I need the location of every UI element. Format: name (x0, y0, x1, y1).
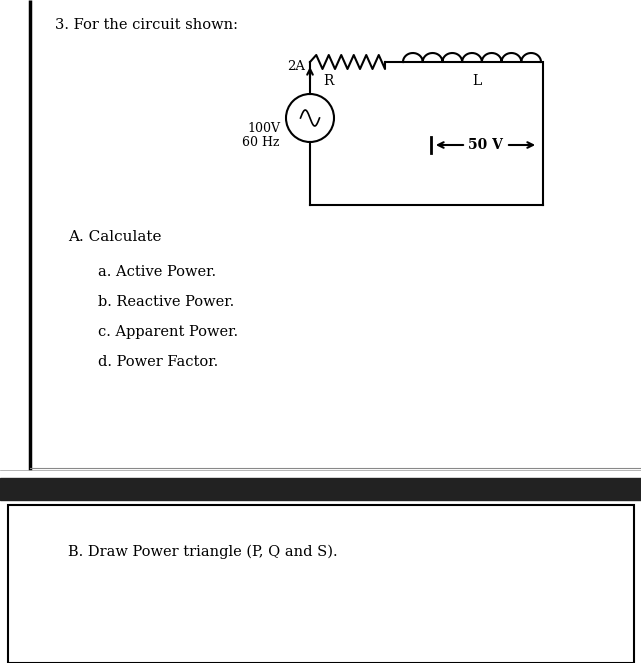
Text: L: L (472, 74, 481, 88)
Bar (8, 505, 634, 663)
Text: 100V: 100V (247, 121, 280, 135)
Text: a. Active Power.: a. Active Power. (98, 265, 216, 279)
Text: c. Apparent Power.: c. Apparent Power. (98, 325, 238, 339)
Text: 60 Hz: 60 Hz (242, 137, 280, 149)
Text: 50 V: 50 V (468, 138, 503, 152)
Text: B. Draw Power triangle (P, Q and S).: B. Draw Power triangle (P, Q and S). (68, 545, 338, 560)
Text: 2A: 2A (287, 60, 305, 73)
Text: d. Power Factor.: d. Power Factor. (98, 355, 218, 369)
Text: R: R (323, 74, 333, 88)
Text: 3. For the circuit shown:: 3. For the circuit shown: (55, 18, 238, 32)
Text: b. Reactive Power.: b. Reactive Power. (98, 295, 234, 309)
Text: A. Calculate: A. Calculate (68, 230, 162, 244)
Bar (0, 478, 641, 500)
